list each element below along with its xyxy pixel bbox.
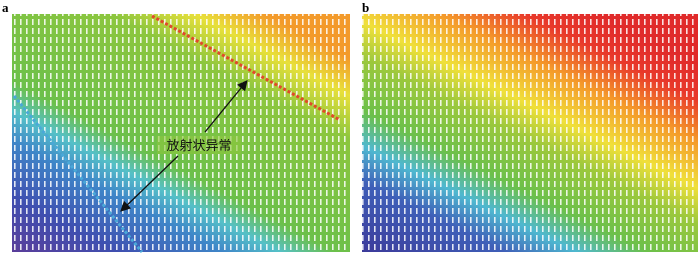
label-bg (157, 136, 241, 154)
data-points (12, 14, 350, 252)
panel-label: b (362, 0, 369, 15)
red-profile (151, 14, 341, 122)
panel-b: b (362, 0, 698, 252)
panel-a: 放射状异常 a (2, 0, 350, 253)
panel-label: a (2, 0, 9, 15)
arrow (120, 155, 179, 212)
annotation: 放射状异常 (166, 138, 231, 154)
blue-profile (12, 95, 144, 253)
arrow (204, 79, 248, 133)
data-points (362, 14, 698, 252)
